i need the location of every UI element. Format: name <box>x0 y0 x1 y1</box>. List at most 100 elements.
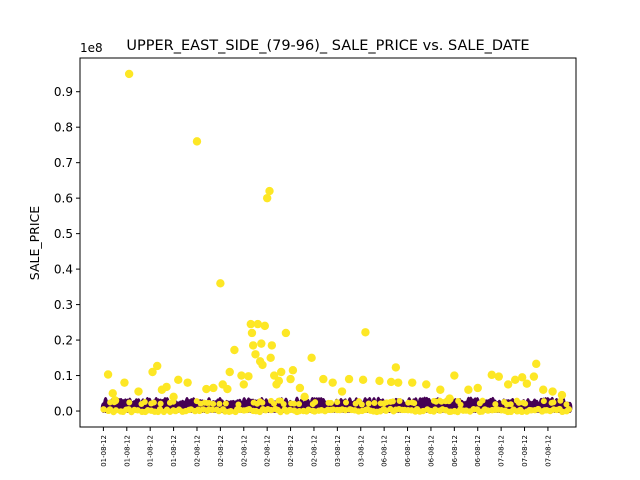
band-point <box>141 399 148 406</box>
scatter-point <box>134 387 143 396</box>
band-point <box>291 400 298 407</box>
band-point <box>563 401 570 408</box>
x-tick-label: 06-08-12 <box>404 435 412 467</box>
scatter-point <box>487 370 496 380</box>
scatter-point <box>319 374 328 384</box>
scatter-point <box>257 339 266 348</box>
scatter-point <box>532 359 541 369</box>
scatter-point <box>445 394 454 403</box>
scatter-point <box>209 383 218 393</box>
scatter-point <box>375 376 384 386</box>
band-point <box>270 400 277 407</box>
band-point <box>280 401 287 408</box>
band-point <box>365 400 372 407</box>
y-tick-label: 0.0 <box>54 405 73 419</box>
band-point <box>550 399 557 406</box>
band-point <box>327 399 334 406</box>
band-point <box>411 400 418 407</box>
scatter-point <box>386 377 396 387</box>
scatter-point <box>251 350 260 359</box>
y-tick-label: 0.4 <box>54 263 73 277</box>
scatter-point <box>503 380 513 389</box>
band-point <box>210 400 217 407</box>
y-tick-label: 0.5 <box>54 227 73 241</box>
band-point <box>216 400 223 407</box>
band-point <box>312 399 319 406</box>
scatter-point <box>286 374 295 384</box>
x-tick-label: 02-08-12 <box>264 435 272 467</box>
scatter-point <box>281 328 291 338</box>
scatter-point <box>358 375 368 385</box>
scatter-point <box>557 390 567 400</box>
x-tick-label: 06-08-12 <box>451 435 459 467</box>
band-point <box>227 407 235 415</box>
scatter-point <box>174 375 183 385</box>
band-point <box>540 398 547 405</box>
scatter-point <box>529 372 539 381</box>
scatter-point <box>450 371 459 380</box>
band-point <box>334 399 341 406</box>
band-point <box>389 398 396 405</box>
scatter-point <box>183 378 192 387</box>
scatter-point <box>510 375 520 385</box>
y-tick-label: 0.2 <box>54 334 73 348</box>
scatter-point <box>247 328 257 338</box>
band-point <box>479 397 486 404</box>
scatter-point <box>328 378 337 387</box>
x-tick-label: 02-08-12 <box>287 435 295 467</box>
plot-frame <box>79 57 577 428</box>
scatter-point <box>522 379 532 388</box>
x-tick-label: 06-08-12 <box>381 435 389 467</box>
scatter-point <box>464 385 473 394</box>
scatter-point <box>344 374 354 384</box>
band-point <box>209 406 216 413</box>
band-point <box>296 400 303 407</box>
band-point <box>457 401 464 408</box>
scatter-point <box>266 353 275 363</box>
x-tick-label: 06-08-12 <box>427 435 435 467</box>
band-point <box>371 399 378 406</box>
band-point <box>492 401 499 408</box>
scatter-point <box>548 387 557 396</box>
scatter-points-layer <box>103 69 567 405</box>
scatter-point <box>237 371 246 380</box>
band-point <box>222 400 229 407</box>
scatter-point <box>267 341 277 350</box>
scatter-point <box>274 376 284 386</box>
x-tick-label: 07-08-12 <box>544 435 552 467</box>
scatter-point <box>120 378 129 387</box>
y-tick-label: 0.3 <box>54 298 73 312</box>
scatter-point <box>223 384 232 394</box>
scatter-point <box>202 384 211 394</box>
scatter-point <box>361 328 370 337</box>
chart-title: UPPER_EAST_SIDE_(79-96)_ SALE_PRICE vs. … <box>126 38 529 54</box>
band-point <box>126 399 133 406</box>
scatter-point <box>307 353 316 363</box>
scatter-point <box>148 367 157 377</box>
band-point <box>522 400 529 407</box>
scatter-point <box>192 137 202 146</box>
scatter-point <box>277 367 286 377</box>
scatter-point <box>517 373 527 382</box>
scatter-point <box>337 387 347 396</box>
scatter-point <box>288 366 298 375</box>
x-tick-label: 03-08-12 <box>334 435 342 467</box>
scatter-point <box>494 372 503 381</box>
y-axis-label: SALE_PRICE <box>27 206 42 280</box>
band-point <box>515 399 522 406</box>
band-point <box>150 399 157 406</box>
x-tick-label: 02-08-12 <box>240 435 248 467</box>
band-point <box>565 406 573 413</box>
x-tick-label: 01-08-12 <box>100 435 108 467</box>
scatter-point <box>422 380 431 389</box>
x-tick-label: 02-08-12 <box>310 435 318 467</box>
band-point <box>518 408 526 416</box>
scatter-point <box>393 378 403 387</box>
band-point <box>235 401 242 408</box>
scatter-point <box>295 383 305 393</box>
scatter-point <box>230 345 239 355</box>
band-point <box>507 401 514 408</box>
dense-band-layer <box>100 396 573 416</box>
scatter-point <box>258 360 267 370</box>
